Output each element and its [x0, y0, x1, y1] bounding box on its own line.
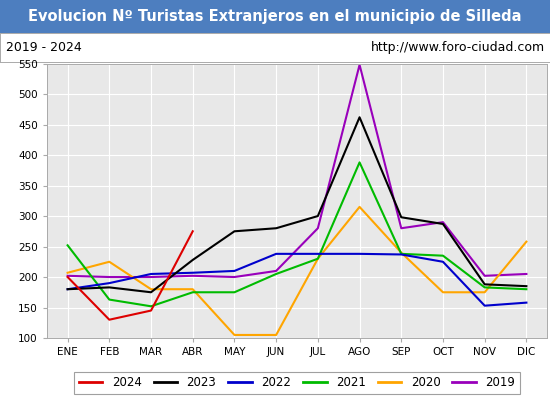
Text: 2019 - 2024: 2019 - 2024 — [6, 41, 81, 54]
Text: Evolucion Nº Turistas Extranjeros en el municipio de Silleda: Evolucion Nº Turistas Extranjeros en el … — [28, 9, 522, 24]
Legend: 2024, 2023, 2022, 2021, 2020, 2019: 2024, 2023, 2022, 2021, 2020, 2019 — [74, 372, 520, 394]
Text: http://www.foro-ciudad.com: http://www.foro-ciudad.com — [370, 41, 544, 54]
